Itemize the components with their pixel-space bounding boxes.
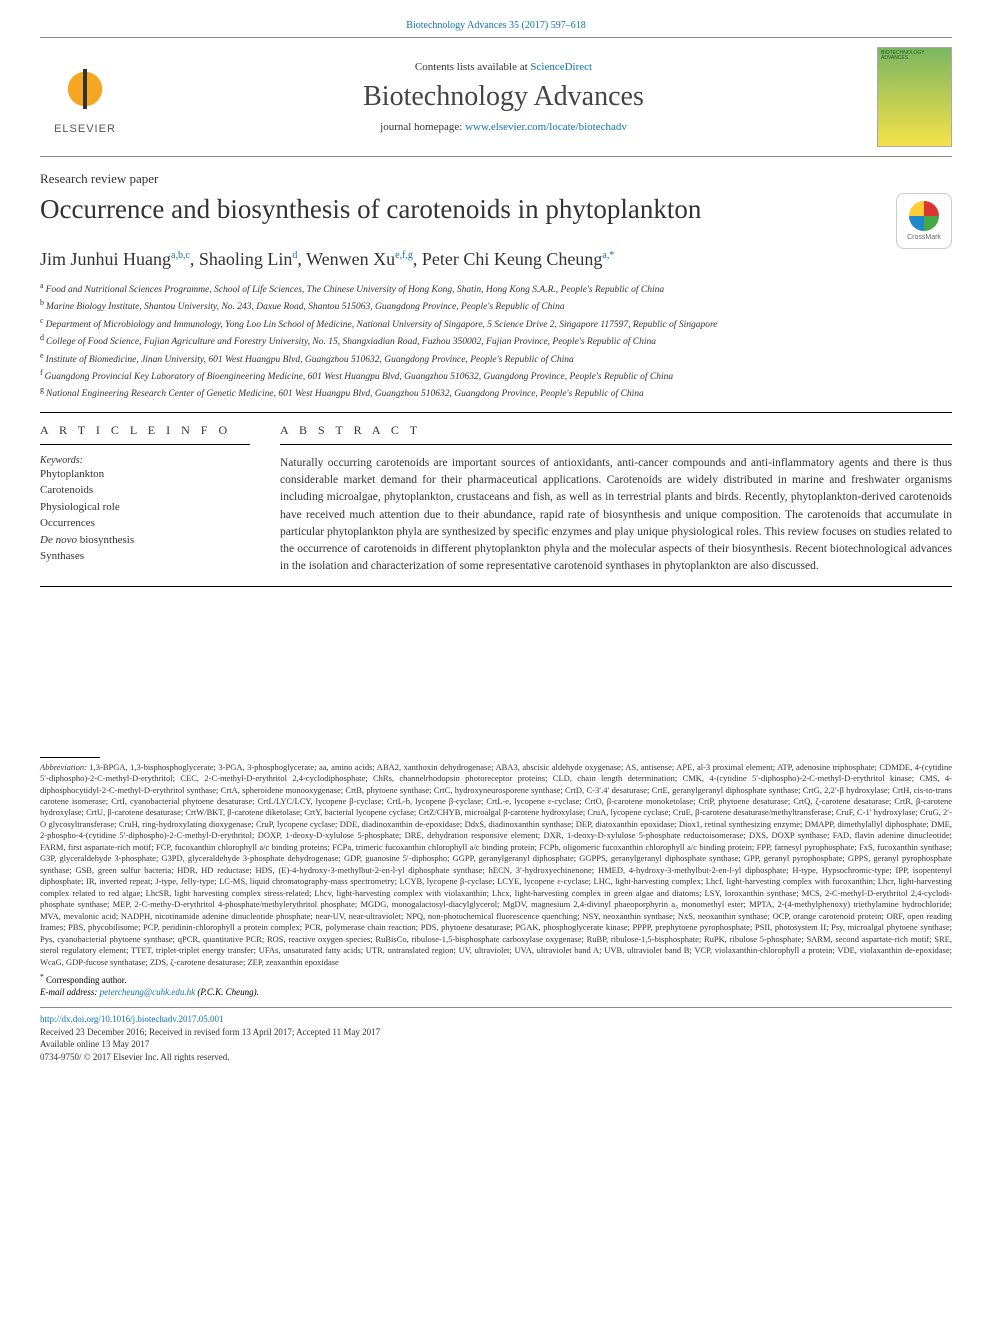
elsevier-tree-icon [55, 59, 115, 119]
keywords-list: PhytoplanktonCarotenoidsPhysiological ro… [40, 466, 250, 565]
affil-text: Department of Microbiology and Immunolog… [46, 320, 718, 330]
keyword-item: Occurrences [40, 515, 250, 532]
affiliation-line: c Department of Microbiology and Immunol… [40, 315, 952, 332]
footer-block: http://dx.doi.org/10.1016/j.biotechadv.2… [40, 1007, 952, 1063]
author-affil-sup: d [292, 250, 297, 261]
email-label: E-mail address: [40, 987, 97, 997]
keyword-item: Synthases [40, 548, 250, 565]
email-line: E-mail address: petercheung@cuhk.edu.hk … [40, 987, 952, 997]
footnote-rule [40, 757, 100, 758]
copyright-line: 0734-9750/ © 2017 Elsevier Inc. All righ… [40, 1052, 230, 1062]
affil-text: Guangdong Provincial Key Laboratory of B… [45, 372, 673, 382]
author-name: Wenwen Xu [306, 249, 395, 269]
keyword-item: Carotenoids [40, 482, 250, 499]
keyword-item: Phytoplankton [40, 466, 250, 483]
abbreviation-text: 1,3-BPGA, 1,3-bisphosphoglycerate; 3-PGA… [40, 762, 952, 967]
article-info-heading: A R T I C L E I N F O [40, 423, 250, 445]
author-name: Shaoling Lin [199, 249, 293, 269]
journal-homepage: journal homepage: www.elsevier.com/locat… [130, 121, 877, 133]
email-person: (P.C.K. Cheung). [197, 987, 259, 997]
contents-line: Contents lists available at ScienceDirec… [130, 61, 877, 73]
keyword-item: Physiological role [40, 499, 250, 516]
history-line: Received 23 December 2016; Received in r… [40, 1027, 380, 1037]
author-affil-sup: e,f,g [395, 250, 413, 261]
running-head-link[interactable]: Biotechnology Advances 35 (2017) 597–618 [406, 20, 585, 31]
divider [40, 586, 952, 587]
running-head: Biotechnology Advances 35 (2017) 597–618 [40, 20, 952, 31]
abbreviation-label: Abbreviation: [40, 762, 87, 772]
affiliation-line: g National Engineering Research Center o… [40, 384, 952, 401]
publisher-name: ELSEVIER [54, 123, 116, 135]
article-title: Occurrence and biosynthesis of carotenoi… [40, 193, 701, 225]
spacer [40, 597, 952, 747]
affiliation-line: a Food and Nutritional Sciences Programm… [40, 280, 952, 297]
keywords-label: Keywords: [40, 455, 250, 466]
abbreviations-footnote: Abbreviation: 1,3-BPGA, 1,3-bisphosphogl… [40, 762, 952, 968]
title-row: Occurrence and biosynthesis of carotenoi… [40, 193, 952, 249]
doi-link[interactable]: http://dx.doi.org/10.1016/j.biotechadv.2… [40, 1014, 224, 1024]
journal-name: Biotechnology Advances [130, 81, 877, 113]
info-abstract-row: A R T I C L E I N F O Keywords: Phytopla… [40, 423, 952, 576]
publisher-logo[interactable]: ELSEVIER [40, 47, 130, 147]
contents-prefix: Contents lists available at [415, 61, 530, 73]
affiliation-line: d College of Food Science, Fujian Agricu… [40, 332, 952, 349]
affil-text: National Engineering Research Center of … [46, 390, 644, 400]
author-affil-sup: a,* [602, 250, 614, 261]
keyword-item: De novo biosynthesis [40, 532, 250, 549]
author-list: Jim Junhui Huanga,b,c, Shaoling Lind, We… [40, 249, 952, 270]
abstract-column: A B S T R A C T Naturally occurring caro… [280, 423, 952, 576]
author-affil-sup: a,b,c [171, 250, 190, 261]
affil-text: Institute of Biomedicine, Jinan Universi… [46, 355, 574, 365]
journal-cover-thumbnail[interactable]: BIOTECHNOLOGY ADVANCES [877, 47, 952, 147]
corr-symbol: * [40, 972, 44, 981]
article-info-column: A R T I C L E I N F O Keywords: Phytopla… [40, 423, 250, 576]
crossmark-badge[interactable]: CrossMark [896, 193, 952, 249]
affil-text: Food and Nutritional Sciences Programme,… [46, 285, 665, 295]
affil-text: Marine Biology Institute, Shantou Univer… [46, 303, 565, 313]
affiliations: a Food and Nutritional Sciences Programm… [40, 280, 952, 402]
corr-text: Corresponding author. [46, 975, 127, 985]
email-link[interactable]: petercheung@cuhk.edu.hk [100, 987, 195, 997]
homepage-link[interactable]: www.elsevier.com/locate/biotechadv [465, 121, 627, 133]
affil-text: College of Food Science, Fujian Agricult… [46, 337, 656, 347]
abstract-heading: A B S T R A C T [280, 423, 952, 445]
affiliation-line: f Guangdong Provincial Key Laboratory of… [40, 367, 952, 384]
author-name: Peter Chi Keung Cheung [422, 249, 602, 269]
journal-header: ELSEVIER Contents lists available at Sci… [40, 37, 952, 157]
homepage-prefix: journal homepage: [380, 121, 465, 133]
corresponding-author: * Corresponding author. [40, 972, 952, 985]
crossmark-label: CrossMark [907, 234, 941, 241]
cover-title: BIOTECHNOLOGY ADVANCES [881, 51, 948, 61]
crossmark-icon [909, 201, 939, 231]
online-line: Available online 13 May 2017 [40, 1039, 149, 1049]
author-name: Jim Junhui Huang [40, 249, 171, 269]
sciencedirect-link[interactable]: ScienceDirect [530, 61, 592, 73]
header-center: Contents lists available at ScienceDirec… [130, 61, 877, 133]
article-type: Research review paper [40, 171, 952, 187]
divider [40, 412, 952, 413]
affiliation-line: e Institute of Biomedicine, Jinan Univer… [40, 350, 952, 367]
affiliation-line: b Marine Biology Institute, Shantou Univ… [40, 297, 952, 314]
abstract-text: Naturally occurring carotenoids are impo… [280, 455, 952, 576]
